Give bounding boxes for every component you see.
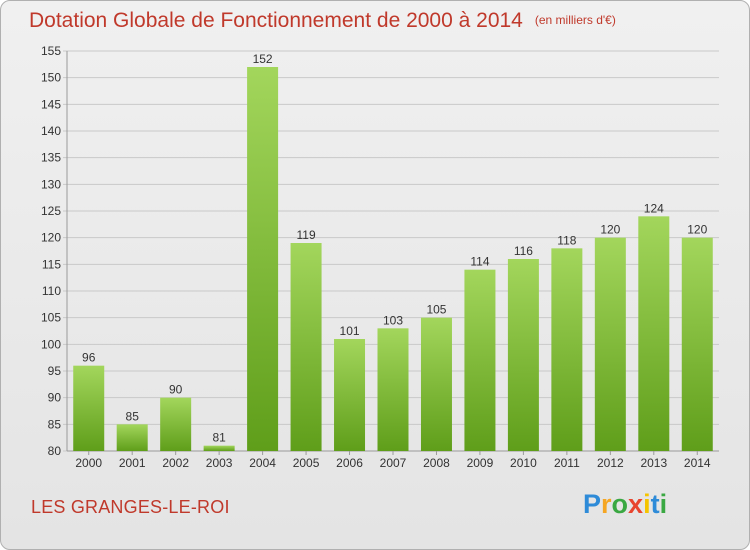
bar	[160, 397, 192, 451]
bar	[551, 248, 583, 451]
x-tick-label: 2002	[162, 456, 189, 470]
y-tick-label: 110	[42, 284, 61, 298]
x-tick-label: 2011	[554, 456, 580, 470]
y-tick-label: 100	[41, 337, 61, 351]
bar	[247, 67, 279, 451]
chart-title-text: Dotation Globale de Fonctionnement de 20…	[29, 9, 523, 32]
data-label: 116	[514, 244, 533, 258]
bar	[116, 424, 148, 451]
x-tick-label: 2009	[467, 456, 494, 470]
data-label: 85	[126, 409, 140, 423]
x-tick-label: 2003	[206, 456, 233, 470]
data-label: 101	[340, 324, 360, 338]
x-tick-label: 2008	[423, 456, 450, 470]
x-tick-label: 2010	[510, 456, 537, 470]
y-tick-label: 120	[41, 231, 61, 245]
bar	[638, 216, 670, 451]
y-tick-label: 155	[41, 44, 61, 58]
logo-letter: P	[583, 489, 602, 519]
y-tick-label: 125	[41, 204, 61, 218]
bar	[377, 328, 409, 451]
data-label: 152	[253, 52, 273, 66]
bar	[681, 237, 713, 451]
x-tick-label: 2012	[597, 456, 624, 470]
bar	[203, 445, 235, 451]
location-name: LES GRANGES-LE-ROI	[31, 497, 230, 517]
bar	[334, 339, 366, 451]
y-tick-label: 115	[42, 257, 61, 271]
data-label: 90	[169, 383, 183, 397]
data-label: 81	[212, 431, 226, 445]
logo-letter: r	[601, 489, 612, 519]
y-tick-label: 145	[41, 97, 61, 111]
data-label: 103	[383, 313, 403, 327]
chart-unit: (en milliers d'€)	[534, 13, 616, 27]
y-tick-label: 90	[48, 391, 62, 405]
y-tick-label: 95	[48, 364, 62, 378]
logo-letter: t	[650, 489, 660, 519]
data-label: 96	[82, 351, 96, 365]
data-label: 120	[600, 223, 620, 237]
y-tick-label: 150	[41, 71, 61, 85]
logo-letter: i	[659, 489, 668, 519]
data-label: 119	[296, 228, 315, 242]
data-label: 124	[644, 201, 664, 215]
bar	[507, 259, 539, 451]
logo-letter: x	[628, 489, 644, 519]
data-label: 120	[687, 223, 707, 237]
x-tick-label: 2014	[684, 456, 711, 470]
x-tick-label: 2001	[119, 456, 146, 470]
x-tick-label: 2000	[75, 456, 102, 470]
bar	[464, 269, 496, 451]
data-label: 114	[470, 255, 489, 269]
x-tick-label: 2013	[640, 456, 667, 470]
y-tick-label: 105	[41, 311, 61, 325]
x-tick-label: 2005	[293, 456, 320, 470]
y-tick-label: 85	[48, 417, 62, 431]
x-tick-label: 2006	[336, 456, 363, 470]
bar	[594, 237, 626, 451]
y-tick-label: 80	[48, 444, 62, 458]
bar	[73, 365, 105, 451]
x-tick-label: 2007	[380, 456, 407, 470]
y-tick-label: 130	[41, 177, 61, 191]
proxiti-logo: Proxiti	[583, 489, 667, 520]
x-tick-label: 2004	[249, 456, 276, 470]
logo-letter: o	[611, 489, 629, 519]
data-label: 118	[557, 233, 576, 247]
bar	[290, 243, 322, 451]
y-tick-label: 140	[41, 124, 61, 138]
chart-title: Dotation Globale de Fonctionnement de 20…	[29, 9, 616, 33]
bar	[420, 317, 452, 451]
y-tick-label: 135	[41, 151, 61, 165]
data-label: 105	[426, 303, 446, 317]
logo-letter: i	[643, 489, 651, 519]
